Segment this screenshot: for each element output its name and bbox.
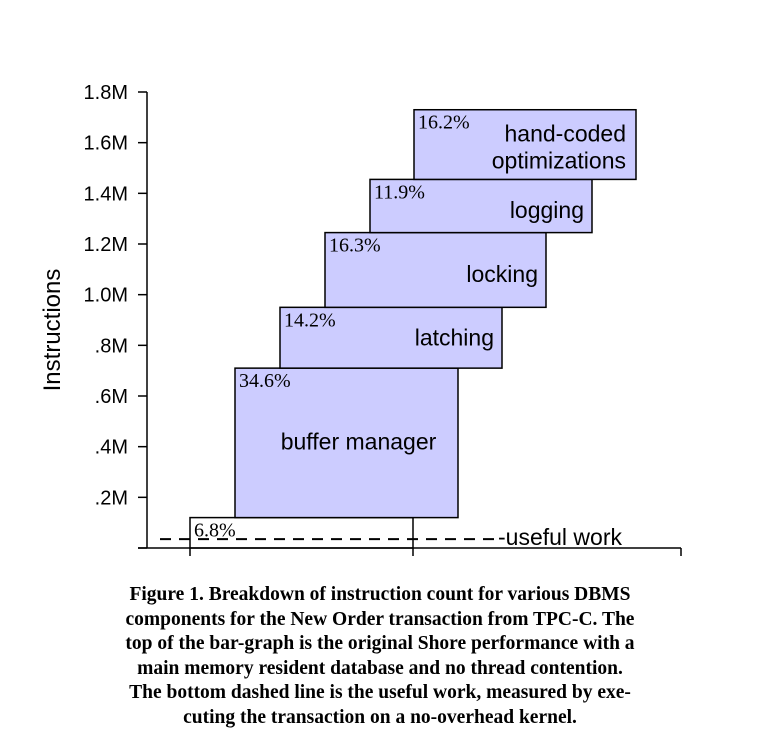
bars-group: 6.8% 34.6% buffer manager 14.2% latching 16.3…	[189, 108, 637, 549]
caption-line-3: main memory resident database and no thr…	[137, 657, 623, 679]
y-tick-label-9: 1.8M	[84, 82, 128, 104]
useful-work-label: -useful work	[498, 524, 622, 550]
caption-line-2: top of the bar-graph is the original Sho…	[125, 633, 635, 654]
bar-segment-3	[324, 231, 547, 309]
y-axis-label: Instructions	[39, 269, 66, 392]
segment-label-3: locking	[466, 261, 538, 287]
y-tick-label-7: 1.4M	[84, 183, 128, 205]
bar-segment-0	[189, 516, 414, 549]
segment-label-2: latching	[415, 325, 494, 351]
segment-percent-5: 16.2%	[418, 112, 470, 134]
y-tick-label-1: .2M	[95, 487, 128, 509]
caption-line-5: cuting the transaction on a no-overhead …	[183, 706, 577, 728]
segment-percent-1: 34.6%	[239, 370, 291, 392]
y-tick-label-2: .4M	[95, 437, 128, 459]
segment-percent-2: 14.2%	[284, 309, 336, 331]
caption-line-4: The bottom dashed line is the useful wor…	[129, 682, 631, 703]
figure-caption: Figure 1. Breakdown of instruction count…	[30, 583, 730, 730]
bar-segment-5	[413, 108, 637, 181]
bar-segment-2	[279, 306, 503, 369]
caption-line-0: Figure 1. Breakdown of instruction count…	[129, 584, 631, 605]
instruction-breakdown-chart: 6.8% 34.6% buffer manager 14.2% latching 16.3…	[39, 82, 682, 556]
axes-group: .2M .4M .6M .8M 1.0M 1.2M 1.4M 1.6M 1.8M -useful …	[84, 82, 682, 556]
y-tick-label-8: 1.6M	[84, 133, 128, 155]
y-tick-label-4: .8M	[95, 335, 128, 357]
segment-label-1: buffer manager	[281, 429, 437, 455]
y-tick-label-5: 1.0M	[84, 285, 128, 307]
caption-line-1: components for the New Order transaction…	[125, 608, 635, 630]
segment-label-5-line-0: hand-coded	[505, 121, 627, 147]
segment-label-4: logging	[510, 197, 584, 223]
bar-segment-1	[234, 367, 459, 519]
segment-label-5-line-1: optimizations	[492, 148, 626, 174]
segment-percent-0: 6.8%	[194, 520, 236, 542]
y-tick-label-6: 1.2M	[84, 234, 128, 256]
y-tick-label-3: .6M	[95, 386, 128, 408]
segment-percent-4: 11.9%	[374, 181, 425, 203]
segment-percent-3: 16.3%	[329, 235, 381, 257]
